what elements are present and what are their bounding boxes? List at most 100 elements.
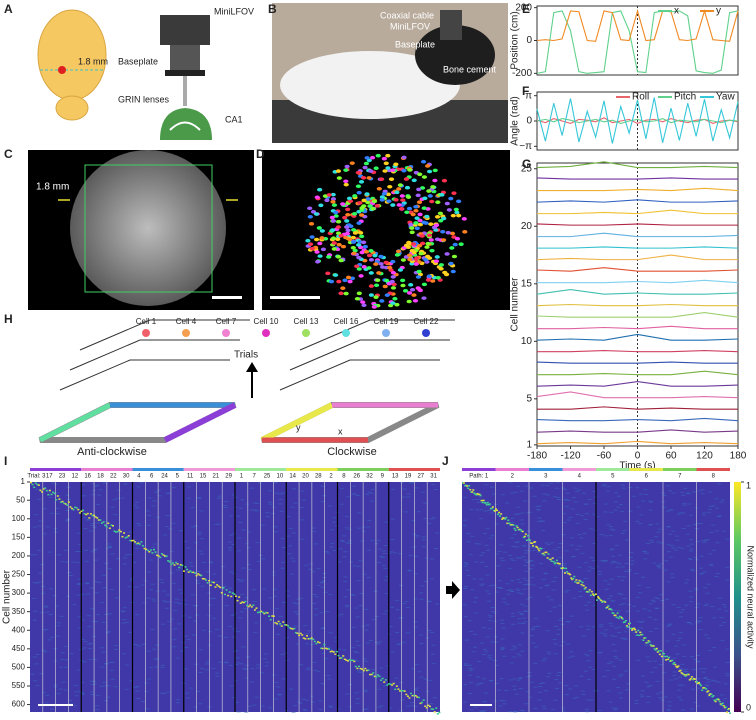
legend-label: Roll (632, 92, 649, 103)
noise (518, 655, 523, 657)
noise (32, 656, 37, 658)
activity (699, 683, 702, 685)
activity (530, 542, 533, 544)
roi (352, 194, 358, 198)
noise (96, 614, 101, 616)
noise (514, 513, 519, 515)
roi (338, 233, 344, 238)
column-label: 32 (366, 474, 373, 480)
activity (592, 594, 595, 597)
noise (516, 485, 521, 487)
roi (330, 192, 336, 197)
noise (577, 566, 582, 568)
noise (564, 685, 569, 687)
activity (124, 537, 127, 539)
noise (592, 490, 597, 492)
noise (666, 551, 671, 553)
noise (502, 598, 507, 600)
noise (556, 497, 561, 499)
noise (291, 560, 296, 562)
noise (696, 705, 701, 707)
noise (463, 664, 468, 666)
roi (361, 176, 367, 180)
noise (183, 603, 188, 605)
activity (39, 489, 42, 492)
noise (603, 580, 608, 582)
activity (680, 672, 683, 674)
roi (352, 231, 359, 235)
noise (621, 487, 626, 489)
activity (339, 657, 342, 659)
noise (676, 640, 681, 642)
noise (318, 708, 323, 710)
noise (482, 648, 487, 650)
line (536, 97, 739, 144)
noise (356, 512, 361, 514)
noise (377, 561, 382, 563)
noise (270, 513, 275, 515)
noise (533, 686, 538, 688)
activity (127, 534, 130, 537)
noise (532, 495, 537, 497)
activity (408, 697, 411, 699)
noise (239, 611, 244, 613)
activity (255, 607, 258, 609)
noise (496, 565, 501, 567)
noise (667, 623, 672, 625)
activity (493, 510, 496, 512)
activity (206, 582, 209, 584)
noise (708, 553, 713, 555)
noise (233, 496, 238, 498)
noise (624, 670, 629, 672)
column-label: 6 (645, 474, 649, 480)
noise (110, 506, 115, 508)
noise (654, 536, 659, 538)
noise (281, 678, 286, 680)
activity (623, 621, 626, 623)
line (536, 391, 739, 399)
noise (427, 629, 432, 631)
noise (623, 520, 628, 522)
noise (370, 539, 375, 541)
noise (525, 691, 530, 693)
noise (618, 692, 623, 694)
noise (76, 669, 81, 671)
noise (423, 502, 428, 504)
roi (336, 242, 342, 247)
noise (717, 515, 722, 517)
noise (497, 580, 502, 582)
noise (274, 681, 279, 683)
activity (258, 611, 261, 613)
noise (217, 495, 222, 497)
noise (468, 670, 473, 672)
roi (350, 235, 356, 240)
noise (60, 561, 65, 563)
noise (427, 600, 432, 602)
roi (417, 212, 423, 217)
activity (556, 562, 559, 564)
noise (483, 692, 488, 694)
noise (487, 510, 492, 512)
noise (392, 552, 397, 554)
noise (435, 532, 440, 534)
noise (607, 583, 612, 585)
noise (149, 559, 154, 561)
noise (689, 568, 694, 570)
noise (110, 678, 115, 680)
roi (439, 193, 445, 197)
activity (692, 677, 695, 680)
noise (624, 562, 629, 564)
noise (700, 493, 705, 495)
noise (207, 592, 212, 594)
activity (116, 530, 119, 533)
noise (698, 629, 703, 631)
noise (476, 676, 481, 678)
noise (525, 561, 530, 563)
noise (384, 521, 389, 523)
noise (638, 522, 643, 524)
activity (108, 527, 111, 529)
noise (324, 658, 329, 660)
noise (613, 650, 618, 652)
noise (90, 483, 95, 485)
activity (597, 596, 600, 598)
